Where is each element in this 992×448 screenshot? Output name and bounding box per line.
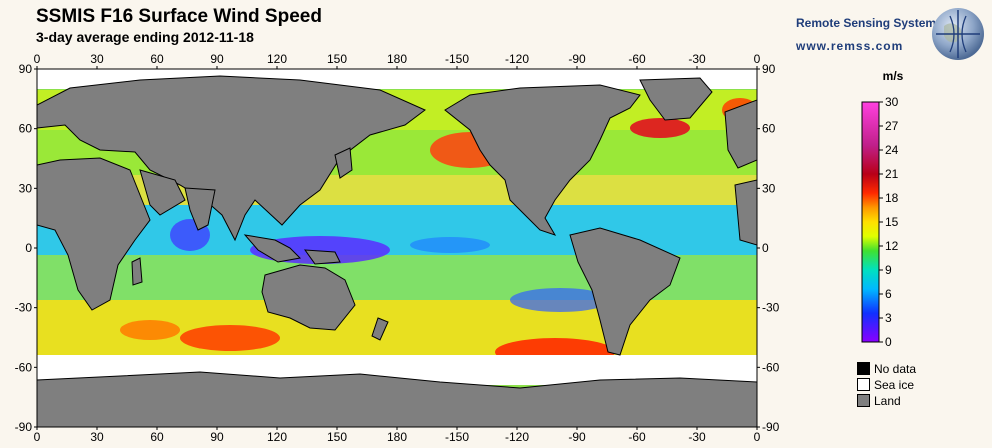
lat-label-right: 30 bbox=[762, 181, 776, 195]
india bbox=[184, 187, 216, 231]
lat-label-right: -60 bbox=[762, 360, 780, 374]
lat-label-left: 30 bbox=[19, 181, 33, 195]
colorbar-tick-label: 18 bbox=[885, 191, 899, 205]
lon-label-top: 120 bbox=[267, 52, 287, 66]
colorbar-tick-label: 30 bbox=[885, 95, 899, 109]
high-wind-south-indian bbox=[180, 325, 280, 351]
land-swatch bbox=[857, 394, 870, 407]
calm-region-pacific bbox=[410, 237, 490, 253]
colorbar-tick-label: 24 bbox=[885, 143, 899, 157]
brand-url[interactable]: www.remss.com bbox=[796, 39, 904, 53]
lon-label-top: 30 bbox=[90, 52, 104, 66]
latitude-labels-left: 90 60 30 0 -30 -60 -90 bbox=[15, 62, 37, 434]
colorbar-tick-label: 15 bbox=[885, 215, 899, 229]
lon-label-bottom: 30 bbox=[90, 430, 104, 444]
map-area bbox=[37, 69, 757, 427]
lon-label-top: 180 bbox=[387, 52, 407, 66]
australia bbox=[261, 264, 356, 331]
lat-label-right: 90 bbox=[762, 62, 776, 76]
lon-label-bottom: 180 bbox=[387, 430, 407, 444]
lat-label-left: 0 bbox=[25, 241, 32, 255]
madagascar bbox=[131, 257, 143, 286]
lat-label-right: -30 bbox=[762, 301, 780, 315]
lon-label-top: 60 bbox=[150, 52, 164, 66]
lon-label-top: 0 bbox=[754, 52, 761, 66]
high-wind-north-atlantic bbox=[630, 118, 690, 138]
longitude-labels-top: 0 30 60 90 120 150 180 -150 -120 -90 -60 -30 0 bbox=[34, 52, 761, 69]
brand-block[interactable]: Remote Sensing Systems www.remss.com bbox=[790, 6, 990, 66]
lon-label-bottom: -90 bbox=[568, 430, 586, 444]
colorbar bbox=[861, 101, 880, 343]
brand-name: Remote Sensing Systems bbox=[796, 16, 943, 30]
africa bbox=[37, 157, 151, 311]
lon-label-top: -150 bbox=[445, 52, 469, 66]
title-block: SSMIS F16 Surface Wind Speed 3-day avera… bbox=[36, 6, 322, 46]
lon-label-bottom: -30 bbox=[688, 430, 706, 444]
lon-label-top: -120 bbox=[505, 52, 529, 66]
lon-label-top: 150 bbox=[327, 52, 347, 66]
lon-label-bottom: 150 bbox=[327, 430, 347, 444]
lon-label-bottom: 60 bbox=[150, 430, 164, 444]
lat-label-left: -30 bbox=[15, 301, 33, 315]
africa-west bbox=[734, 179, 757, 246]
land-masses bbox=[37, 75, 757, 427]
no-data-swatch bbox=[857, 362, 870, 375]
lat-label-right: 60 bbox=[762, 122, 776, 136]
high-wind-south-atlantic-east bbox=[120, 320, 180, 340]
map-title: SSMIS F16 Surface Wind Speed bbox=[36, 6, 322, 27]
lat-label-left: 90 bbox=[19, 62, 33, 76]
south-america bbox=[569, 227, 681, 356]
new-guinea bbox=[303, 249, 341, 265]
greenland bbox=[639, 77, 713, 121]
lon-label-bottom: 0 bbox=[754, 430, 761, 444]
longitude-labels-bottom: 0 30 60 90 120 150 180 -150 -120 -90 -60 -30 0 bbox=[34, 427, 761, 444]
legend-land: Land bbox=[857, 394, 901, 408]
lon-label-top: -30 bbox=[688, 52, 706, 66]
lon-label-bottom: -120 bbox=[505, 430, 529, 444]
lon-label-bottom: 120 bbox=[267, 430, 287, 444]
lon-label-top: -90 bbox=[568, 52, 586, 66]
new-zealand bbox=[371, 317, 389, 341]
colorbar-tick-label: 9 bbox=[885, 263, 892, 277]
antarctica bbox=[37, 371, 757, 427]
colorbar-tick-label: 27 bbox=[885, 119, 899, 133]
lon-label-top: 0 bbox=[34, 52, 41, 66]
lat-label-right: -90 bbox=[762, 420, 780, 434]
colorbar-tick-label: 12 bbox=[885, 239, 899, 253]
lon-label-bottom: -150 bbox=[445, 430, 469, 444]
lon-label-bottom: 0 bbox=[34, 430, 41, 444]
colorbar-tick-label: 0 bbox=[885, 335, 892, 349]
no-data-label: No data bbox=[874, 362, 917, 376]
colorbar-unit: m/s bbox=[883, 69, 904, 83]
colorbar-tick-label: 3 bbox=[885, 311, 892, 325]
land-label: Land bbox=[874, 394, 901, 408]
latitude-labels-right: 90 60 30 0 -30 -60 -90 bbox=[757, 62, 780, 434]
lat-label-left: -90 bbox=[15, 420, 33, 434]
lon-label-bottom: -60 bbox=[628, 430, 646, 444]
north-america bbox=[444, 84, 641, 236]
legend-sea-ice: Sea ice bbox=[857, 378, 914, 392]
indonesia bbox=[243, 234, 302, 263]
lon-label-bottom: 90 bbox=[210, 430, 224, 444]
lat-label-left: 60 bbox=[19, 122, 33, 136]
lat-label-left: -60 bbox=[15, 360, 33, 374]
colorbar-tick-label: 6 bbox=[885, 287, 892, 301]
lon-label-top: 90 bbox=[210, 52, 224, 66]
lat-label-right: 0 bbox=[762, 241, 769, 255]
lon-label-top: -60 bbox=[628, 52, 646, 66]
calm-region-se-pacific bbox=[510, 288, 610, 312]
globe-logo-icon bbox=[932, 8, 984, 60]
map-subtitle: 3-day average ending 2012-11-18 bbox=[36, 29, 254, 45]
colorbar-tick-label: 21 bbox=[885, 167, 899, 181]
legend-no-data: No data bbox=[857, 362, 916, 376]
sea-ice-label: Sea ice bbox=[874, 378, 915, 392]
europe-west bbox=[724, 99, 757, 169]
sea-ice-swatch bbox=[857, 378, 870, 391]
eurasia bbox=[37, 75, 426, 242]
arabia bbox=[139, 169, 186, 216]
japan bbox=[334, 147, 353, 179]
